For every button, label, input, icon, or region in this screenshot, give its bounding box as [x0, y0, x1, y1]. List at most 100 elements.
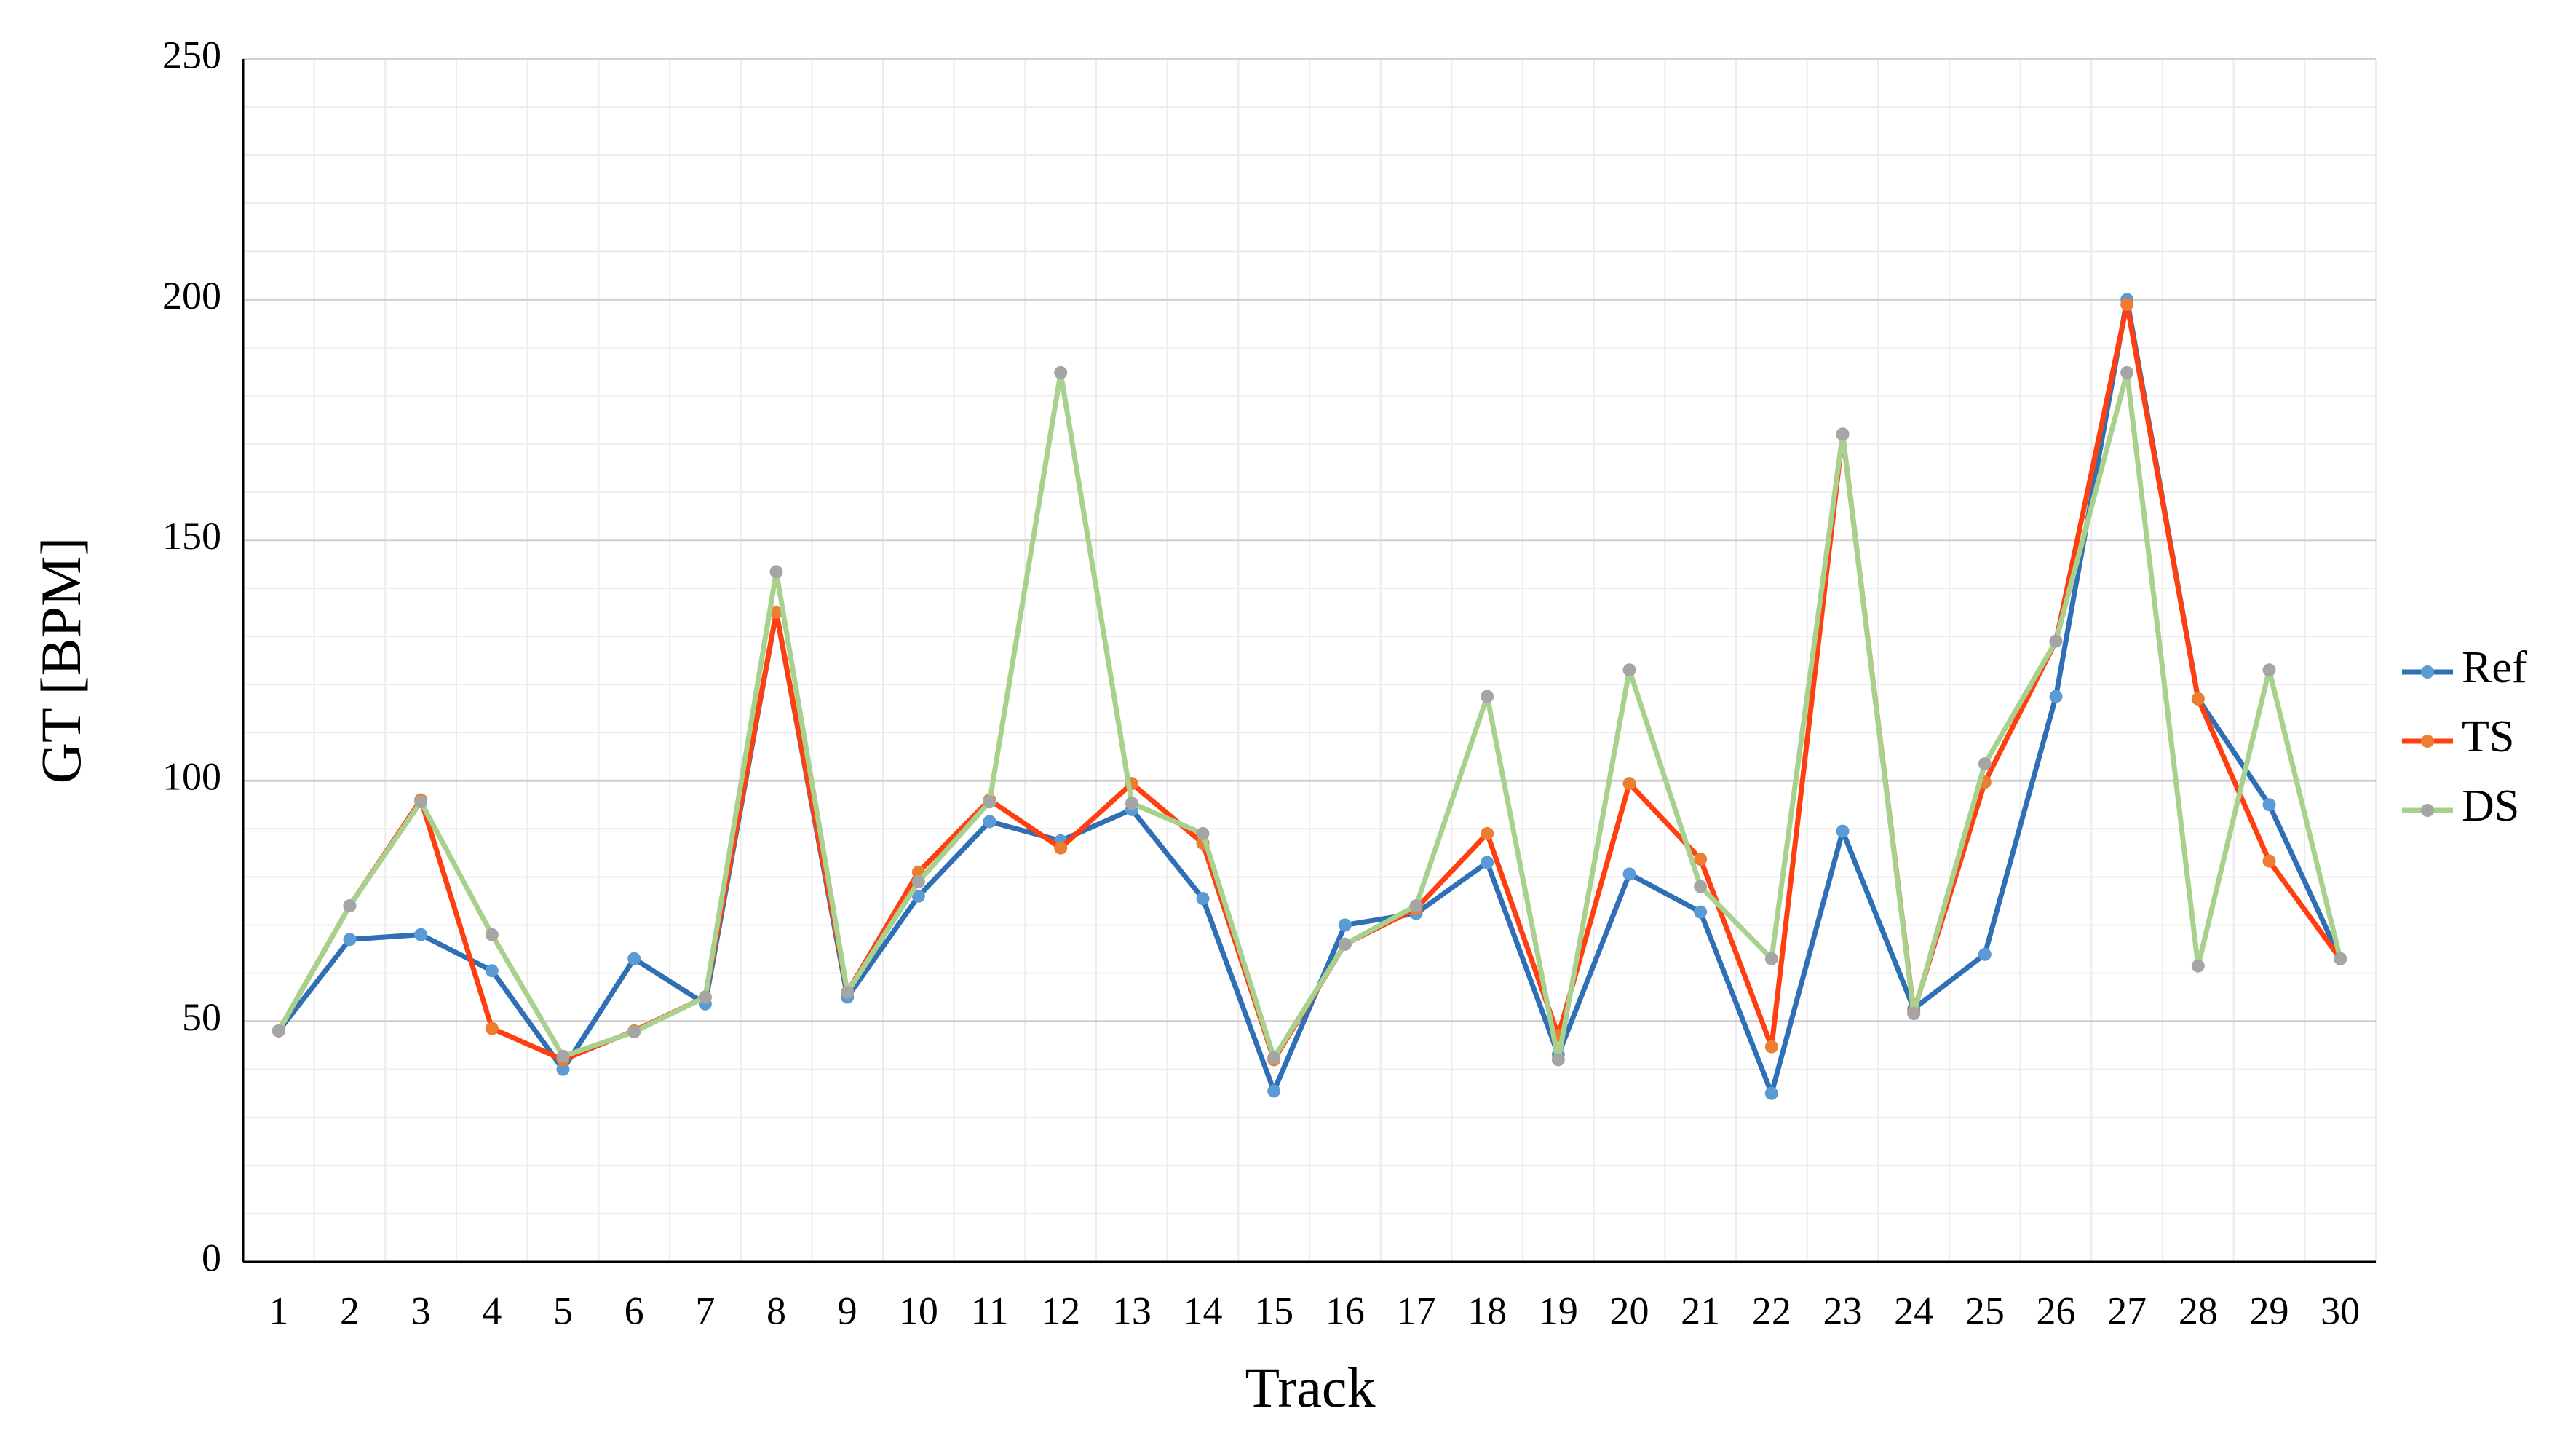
x-tick-label: 4: [482, 1289, 502, 1332]
data-point: [485, 1022, 499, 1035]
data-point: [1978, 947, 1992, 961]
legend-marker: [2421, 665, 2434, 679]
data-point: [627, 952, 641, 965]
data-point: [1054, 841, 1068, 855]
data-point: [698, 990, 712, 1004]
data-point: [1694, 880, 1708, 893]
x-tick-label: 5: [553, 1289, 573, 1332]
x-tick-label: 24: [1894, 1289, 1933, 1332]
y-axis-title: GT [BPM]: [29, 537, 92, 784]
data-point: [2262, 798, 2276, 812]
data-point: [769, 605, 783, 619]
x-tick-label: 17: [1397, 1289, 1436, 1332]
data-point: [1054, 366, 1068, 379]
data-point: [485, 964, 499, 978]
x-tick-label: 9: [838, 1289, 857, 1332]
data-point: [841, 985, 855, 999]
x-tick-label: 1: [269, 1289, 288, 1332]
data-point: [1764, 952, 1778, 965]
data-point: [414, 928, 428, 941]
data-point: [1409, 899, 1423, 913]
data-point: [1622, 663, 1636, 677]
legend-marker: [2421, 735, 2434, 748]
data-point: [414, 795, 428, 809]
x-tick-label: 22: [1752, 1289, 1791, 1332]
legend-label: TS: [2462, 712, 2514, 762]
data-point: [1907, 1007, 1921, 1021]
data-point: [1764, 1086, 1778, 1100]
data-point: [769, 565, 783, 579]
data-point: [1694, 905, 1708, 919]
data-point: [1125, 797, 1138, 810]
data-point: [485, 928, 499, 941]
data-point: [1764, 1040, 1778, 1054]
data-point: [2262, 663, 2276, 677]
x-tick-label: 15: [1254, 1289, 1293, 1332]
data-point: [556, 1049, 570, 1063]
x-tick-label: 14: [1184, 1289, 1223, 1332]
x-tick-label: 3: [411, 1289, 431, 1332]
data-point: [343, 933, 357, 947]
data-point: [2262, 854, 2276, 868]
data-point: [1267, 1051, 1281, 1064]
data-point: [1836, 427, 1850, 441]
x-tick-label: 29: [2250, 1289, 2289, 1332]
x-tick-label: 19: [1539, 1289, 1578, 1332]
data-point: [911, 874, 925, 888]
x-tick-label: 11: [971, 1289, 1009, 1332]
x-tick-label: 2: [340, 1289, 360, 1332]
data-point: [2191, 692, 2205, 706]
data-point: [2191, 959, 2205, 973]
x-tick-label: 10: [899, 1289, 938, 1332]
data-point: [1481, 826, 1494, 840]
y-tick-label: 200: [162, 274, 221, 317]
data-point: [1481, 856, 1494, 869]
x-tick-label: 8: [766, 1289, 786, 1332]
data-point: [983, 795, 996, 809]
x-tick-label: 30: [2321, 1289, 2360, 1332]
legend-label: Ref: [2462, 643, 2527, 692]
x-tick-label: 27: [2107, 1289, 2147, 1332]
x-tick-label: 12: [1041, 1289, 1080, 1332]
data-point: [1338, 918, 1352, 932]
data-point: [1196, 826, 1210, 840]
data-point: [1481, 690, 1494, 703]
data-point: [1622, 777, 1636, 791]
data-point: [2334, 952, 2347, 965]
y-tick-label: 100: [162, 755, 221, 799]
data-point: [2120, 298, 2134, 312]
data-point: [1338, 937, 1352, 951]
y-tick-label: 150: [162, 514, 221, 558]
x-tick-label: 28: [2179, 1289, 2218, 1332]
data-point: [2049, 634, 2063, 648]
data-point: [627, 1025, 641, 1039]
x-tick-label: 6: [625, 1289, 644, 1332]
legend-marker: [2421, 804, 2434, 817]
data-point: [1622, 867, 1636, 881]
data-point: [1267, 1084, 1281, 1098]
y-tick-label: 0: [202, 1236, 221, 1279]
legend-label: DS: [2462, 781, 2519, 831]
data-point: [911, 889, 925, 903]
data-point: [1196, 892, 1210, 906]
x-tick-label: 21: [1681, 1289, 1720, 1332]
x-tick-label: 23: [1823, 1289, 1863, 1332]
x-tick-label: 13: [1112, 1289, 1152, 1332]
y-tick-label: 250: [162, 33, 221, 76]
data-point: [272, 1024, 285, 1038]
x-tick-label: 25: [1965, 1289, 2005, 1332]
x-tick-label: 7: [695, 1289, 715, 1332]
x-tick-label: 16: [1325, 1289, 1365, 1332]
y-tick-label: 50: [182, 995, 221, 1039]
series-line: [276, 370, 2343, 1062]
data-point: [1978, 757, 1992, 771]
data-point: [343, 899, 357, 913]
data-point: [2120, 366, 2134, 379]
data-point: [1694, 852, 1708, 866]
x-tick-label: 20: [1610, 1289, 1649, 1332]
x-tick-label: 18: [1467, 1289, 1507, 1332]
x-tick-label: 26: [2037, 1289, 2076, 1332]
data-point: [983, 815, 996, 829]
data-point: [1836, 824, 1850, 838]
